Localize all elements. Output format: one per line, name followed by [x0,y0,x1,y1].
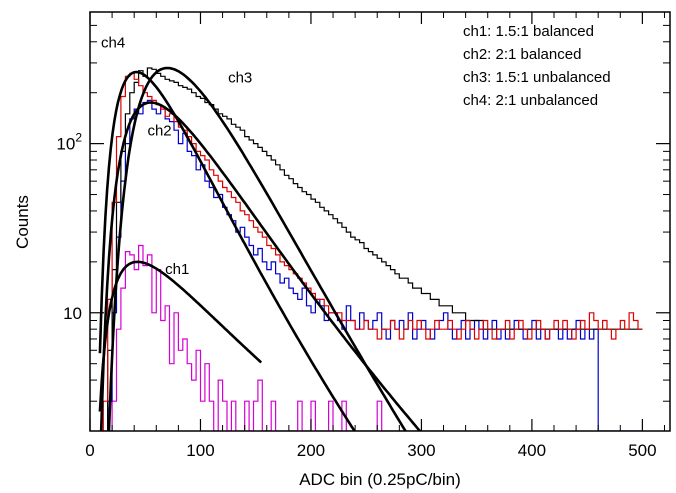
legend-entry-ch4: ch4: 2:1 unbalanced [463,92,598,109]
fit-ch2 [99,101,422,431]
axis-layer: 0 100 200 300 400 500 10 102 [56,11,670,460]
curve-label-ch3: ch3 [228,69,252,86]
curve-label-ch4: ch4 [101,35,125,52]
histogram-ch3 [102,67,643,431]
fit-ch3 [107,66,408,431]
fit-curve-layer [98,66,422,431]
fit-ch1 [98,260,263,412]
x-tick-label: 200 [297,441,325,460]
legend: ch1: 1.5:1 balanced ch2: 2:1 balanced ch… [463,23,611,109]
legend-entry-ch2: ch2: 2:1 balanced [463,46,581,63]
x-tick-label: 0 [85,441,94,460]
x-tick-label: 500 [628,441,656,460]
y-tick-label: 10 [63,304,82,323]
legend-entry-ch1: ch1: 1.5:1 balanced [463,23,594,40]
x-tick-label: 300 [407,441,435,460]
x-tick-label: 100 [186,441,214,460]
curve-label-ch2: ch2 [147,122,171,139]
curve-label-layer: ch1 ch2 ch3 ch4 [101,35,252,278]
legend-entry-ch3: ch3: 1.5:1 unbalanced [463,69,611,86]
x-tick-label: 400 [518,441,546,460]
histogram-ch2 [107,99,643,431]
fit-ch4 [98,70,357,431]
y-tick-label: 102 [56,131,82,154]
plot-frame [89,11,671,432]
curve-label-ch1: ch1 [165,261,189,278]
y-axis-label: Counts [13,195,32,249]
x-axis-label: ADC bin (0.25pC/bin) [299,470,461,489]
histogram-ch1 [111,244,444,431]
